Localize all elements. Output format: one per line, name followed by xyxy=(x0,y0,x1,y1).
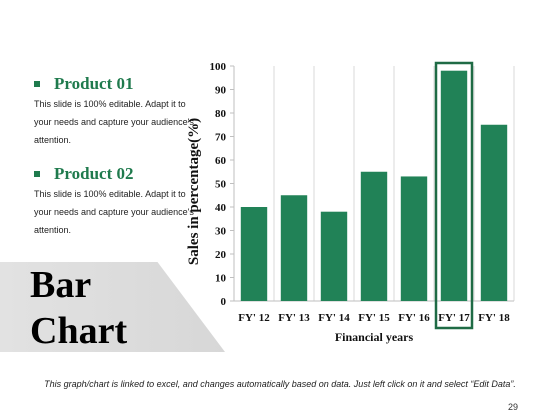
bar xyxy=(240,207,268,301)
bar-chart[interactable]: 0 10 20 30 40 50 60 70 80 90 100 FY' 12 FY' 13 FY' 14… xyxy=(180,55,520,350)
bar xyxy=(480,124,508,301)
square-bullet-icon xyxy=(34,171,40,177)
slide-title-line-2: Chart xyxy=(30,310,128,352)
x-tick-label: FY' 18 xyxy=(478,312,510,324)
highlight-frame xyxy=(434,61,474,330)
x-axis-title: Financial years xyxy=(335,330,414,344)
y-tick-label: 50 xyxy=(215,179,227,191)
y-tick-label: 70 xyxy=(215,132,227,144)
y-tick-label: 90 xyxy=(215,85,227,97)
product-02: Product 02 This slide is 100% editable. … xyxy=(34,164,194,239)
x-tick-label: FY' 16 xyxy=(398,312,430,324)
bar xyxy=(320,211,348,301)
bar xyxy=(440,70,468,301)
x-tick-label: FY' 14 xyxy=(318,312,350,324)
y-tick-label: 20 xyxy=(215,249,227,261)
y-tick-label: 60 xyxy=(215,155,227,167)
bar xyxy=(400,176,428,301)
product-02-description: This slide is 100% editable. Adapt it to… xyxy=(34,189,194,235)
y-tick-label: 80 xyxy=(215,108,227,120)
bar xyxy=(360,171,388,301)
x-tick-label: FY' 12 xyxy=(238,312,270,324)
slide-title-line-1: Bar xyxy=(30,264,92,306)
x-tick-label: FY' 17 xyxy=(438,312,470,324)
y-tick-label: 10 xyxy=(215,273,227,285)
page-number: 29 xyxy=(507,402,518,412)
x-tick-label: FY' 15 xyxy=(358,312,390,324)
y-tick-label: 40 xyxy=(215,202,227,214)
slide-title: Bar Chart xyxy=(30,262,127,354)
x-tick-label: FY' 13 xyxy=(278,312,310,324)
product-02-title: Product 02 xyxy=(54,164,134,183)
y-tick-label: 100 xyxy=(210,61,227,73)
bar xyxy=(280,195,308,301)
square-bullet-icon xyxy=(34,81,40,87)
product-01: Product 01 This slide is 100% editable. … xyxy=(34,74,194,149)
product-01-heading: Product 01 xyxy=(34,74,194,94)
product-01-title: Product 01 xyxy=(54,74,134,93)
y-tick-label: 30 xyxy=(215,226,227,238)
product-01-description: This slide is 100% editable. Adapt it to… xyxy=(34,99,194,145)
product-02-heading: Product 02 xyxy=(34,164,194,184)
footnote: This graph/chart is linked to excel, and… xyxy=(44,379,516,389)
y-axis-title: Sales in percentage(%) xyxy=(186,118,202,265)
y-tick-label: 0 xyxy=(221,296,227,308)
